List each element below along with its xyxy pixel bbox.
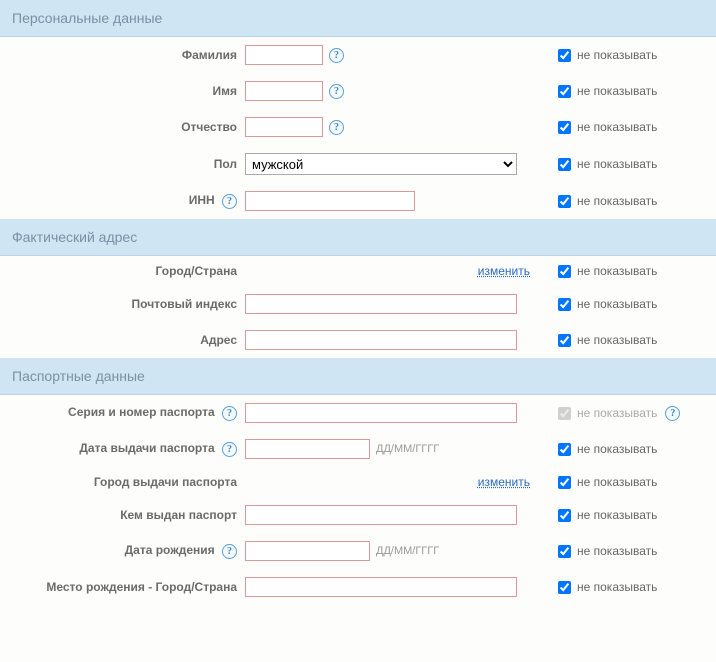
help-icon[interactable]: ? [329,84,344,99]
hide-checkbox-patronymic[interactable] [558,121,571,134]
input-surname[interactable] [245,45,323,65]
hide-label: не показывать [577,120,657,134]
hide-checkbox-city[interactable] [558,265,571,278]
hide-label: не показывать [577,442,657,456]
input-name[interactable] [245,81,323,101]
hide-checkbox-pass-num [558,407,571,420]
hide-checkbox-birth-date[interactable] [558,545,571,558]
row-birth-place: Место рождения - Город/Страна не показыв… [0,569,716,605]
hide-checkbox-zip[interactable] [558,298,571,311]
change-city-link[interactable]: изменить [478,264,530,278]
hide-label: не показывать [577,157,657,171]
hide-label: не показывать [577,194,657,208]
label-inn: ИНН [189,193,215,207]
select-gender[interactable]: мужской [245,153,517,175]
label-name: Имя [212,84,237,98]
label-gender: Пол [214,157,237,171]
row-pass-num: Серия и номер паспорта ? не показывать ? [0,395,716,431]
label-pass-date: Дата выдачи паспорта [79,441,214,455]
input-inn[interactable] [245,191,415,211]
hide-label: не показывать [577,264,657,278]
row-zip: Почтовый индекс не показывать [0,286,716,322]
hide-checkbox-pass-city[interactable] [558,476,571,489]
date-hint: ДД/ММ/ГГГГ [376,443,439,455]
input-birth-place[interactable] [245,577,517,597]
hide-label: не показывать [577,508,657,522]
row-name: Имя ? не показывать [0,73,716,109]
row-surname: Фамилия ? не показывать [0,37,716,73]
hide-label: не показывать [577,475,657,489]
input-pass-num[interactable] [245,403,517,423]
date-hint: ДД/ММ/ГГГГ [376,545,439,557]
input-pass-by[interactable] [245,505,517,525]
row-addr: Адрес не показывать [0,322,716,358]
hide-label: не показывать [577,544,657,558]
hide-checkbox-pass-date[interactable] [558,443,571,456]
label-birth-date: Дата рождения [125,543,215,557]
hide-checkbox-inn[interactable] [558,195,571,208]
label-pass-city: Город выдачи паспорта [94,475,237,489]
row-inn: ИНН ? не показывать [0,183,716,219]
help-icon[interactable]: ? [329,120,344,135]
hide-checkbox-gender[interactable] [558,158,571,171]
row-pass-by: Кем выдан паспорт не показывать [0,497,716,533]
label-birth-place: Место рождения - Город/Страна [46,580,237,594]
help-icon[interactable]: ? [222,194,237,209]
label-pass-num: Серия и номер паспорта [68,405,215,419]
label-patronymic: Отчество [181,120,237,134]
hide-label: не показывать [577,84,657,98]
label-surname: Фамилия [182,48,237,62]
label-zip: Почтовый индекс [132,297,237,311]
hide-checkbox-name[interactable] [558,85,571,98]
label-addr: Адрес [200,333,237,347]
row-birth-date: Дата рождения ? ДД/ММ/ГГГГ не показывать [0,533,716,569]
input-pass-date[interactable] [245,439,370,459]
label-pass-by: Кем выдан паспорт [120,508,237,522]
input-patronymic[interactable] [245,117,323,137]
hide-label: не показывать [577,48,657,62]
row-patronymic: Отчество ? не показывать [0,109,716,145]
label-city: Город/Страна [156,264,237,278]
help-icon[interactable]: ? [222,442,237,457]
help-icon[interactable]: ? [665,406,680,421]
hide-checkbox-addr[interactable] [558,334,571,347]
hide-checkbox-surname[interactable] [558,49,571,62]
section-passport-header: Паспортные данные [0,358,716,395]
hide-label: не показывать [577,297,657,311]
input-zip[interactable] [245,294,517,314]
row-city: Город/Страна изменить не показывать [0,256,716,286]
row-pass-date: Дата выдачи паспорта ? ДД/ММ/ГГГГ не пок… [0,431,716,467]
hide-label: не показывать [577,333,657,347]
section-address-header: Фактический адрес [0,219,716,256]
help-icon[interactable]: ? [222,544,237,559]
help-icon[interactable]: ? [329,48,344,63]
row-pass-city: Город выдачи паспорта изменить не показы… [0,467,716,497]
hide-checkbox-pass-by[interactable] [558,509,571,522]
hide-checkbox-birth-place[interactable] [558,581,571,594]
section-personal-header: Персональные данные [0,0,716,37]
hide-label: не показывать [577,406,657,420]
hide-label: не показывать [577,580,657,594]
change-pass-city-link[interactable]: изменить [478,475,530,489]
input-birth-date[interactable] [245,541,370,561]
row-gender: Пол мужской не показывать [0,145,716,183]
help-icon[interactable]: ? [222,406,237,421]
input-addr[interactable] [245,330,517,350]
